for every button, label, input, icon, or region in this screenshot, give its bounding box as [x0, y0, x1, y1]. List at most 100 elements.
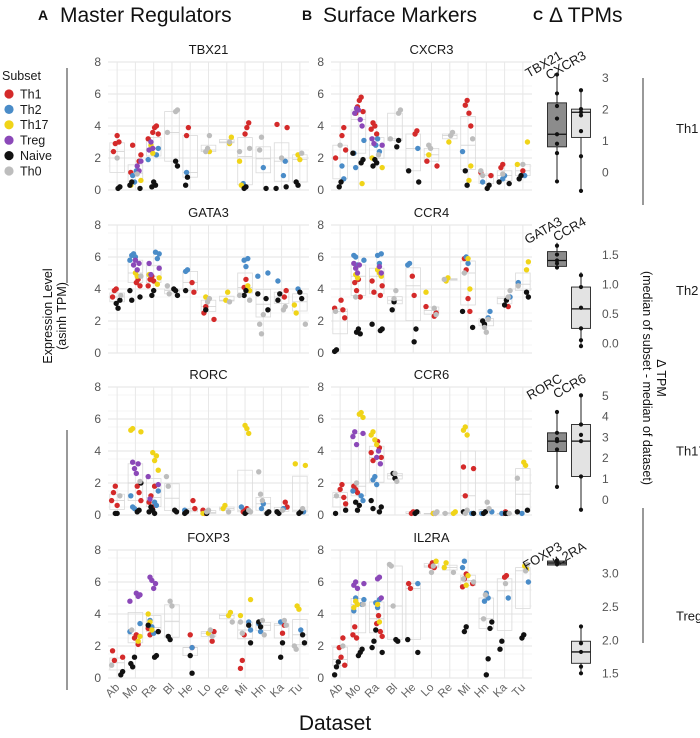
panel-cxcr3-point-th0-mi: [469, 136, 476, 142]
panel-cxcr3-point-th0-ab: [337, 142, 343, 148]
panel-il2ra-point-th0-mi: [470, 579, 477, 585]
panel-ccr4-point-th0-ab: [332, 308, 339, 315]
panel-cxcr3-dataset-box-mi: [460, 116, 476, 171]
panel-ccr4-point-th0-hn: [483, 329, 490, 335]
panel-il2ra-y-tick-label: 0: [317, 671, 324, 685]
panel-cxcr3-point-th1-ka: [500, 161, 506, 168]
panel-tbx21-y-tick-label: 8: [94, 55, 101, 69]
legend-label-th17: Th17: [20, 118, 49, 132]
panel-rorc-point-th1-mo: [134, 483, 140, 489]
box-group-th2-point-ccr4: [578, 273, 584, 278]
panel-il2ra-point-treg-ra: [376, 574, 383, 580]
panel-cxcr3-point-th17-mi: [466, 177, 472, 184]
panel-rorc-y-tick-label: 0: [94, 508, 101, 522]
panel-ccr4-y-tick-label: 0: [317, 346, 324, 360]
panel-il2ra-point-naive-ra: [369, 644, 375, 651]
panel-il2ra-point-th1-ra: [379, 633, 385, 640]
panel-foxp3-y-tick-label: 0: [94, 671, 101, 685]
panel-ccr6-point-th1-ra: [370, 457, 376, 464]
box-group-th2-point-gata3: [554, 243, 560, 248]
panel-foxp3-point-th17-tu: [296, 606, 302, 612]
panel-ccr6-point-naive-hn: [482, 509, 489, 515]
panel-il2ra-point-th0-re: [450, 569, 457, 576]
panel-foxp3-point-naive-mi: [246, 622, 252, 628]
panel-rorc-point-naive-mo: [136, 507, 142, 513]
panel-il2ra-point-naive-ka: [497, 646, 503, 652]
panel-rorc-point-naive-ab: [114, 510, 120, 517]
panel-tbx21-dataset-box-re: [219, 139, 235, 144]
box-group-treg-point-il2ra: [578, 624, 584, 629]
panel-foxp3-x-tick-label-he: He: [176, 682, 195, 701]
panel-ccr6-point-naive-mo: [352, 499, 359, 505]
panel-il2ra-point-th2-tu: [525, 579, 532, 585]
panel-rorc-point-th17-mo: [138, 429, 144, 435]
panel-foxp3-point-th0-ka: [281, 617, 288, 624]
panel-ccr4-point-naive-he: [411, 339, 417, 345]
panel-ccr6-dataset-box-ab: [332, 492, 348, 508]
panel-ccr6-point-th0-lo: [434, 509, 440, 515]
panel-cxcr3-point-naive-he: [405, 168, 412, 174]
panel-ccr4-point-th0-tu: [515, 283, 521, 289]
panel-cxcr3-point-naive-mi: [464, 182, 470, 188]
panel-ccr6: 0 2 4 6 8 CCR6: [317, 367, 532, 522]
panel-foxp3-point-naive-mo: [131, 654, 138, 660]
panel-rorc-point-th0-lo: [205, 507, 212, 513]
panel-cxcr3-point-th2-mo: [352, 164, 359, 171]
panel-rorc-point-th0-hn: [259, 497, 266, 504]
panel-tbx21-point-treg-ra: [148, 139, 154, 145]
panel-gata3-point-th17-tu: [293, 310, 299, 316]
box-group-treg-y-tick-label: 3.0: [602, 566, 619, 580]
panel-ccr4-point-th1-ra: [371, 289, 377, 295]
panel-tbx21-dataset-box-he: [182, 135, 198, 178]
panel-foxp3-point-th17-ra: [149, 627, 155, 633]
box-group-th2-point-ccr4: [578, 305, 584, 310]
panel-cxcr3-point-treg-ra: [379, 142, 385, 148]
panel-letter-c: C: [533, 7, 543, 23]
panel-il2ra-y-tick-label: 4: [317, 607, 324, 621]
panel-il2ra-point-naive-mi: [463, 624, 469, 630]
panel-cxcr3-point-th17-mi: [468, 163, 474, 169]
box-group-th1-y-tick-label: 0: [602, 165, 609, 179]
panel-il2ra-point-th17-ra: [374, 601, 381, 608]
panel-ccr4: 0 2 4 6 8 CCR4: [317, 205, 532, 360]
panel-tbx21-point-th1-ka: [284, 124, 290, 131]
panel-tbx21-dataset-box-bl: [164, 111, 180, 162]
panel-foxp3-point-treg-mo: [137, 592, 143, 598]
panel-cxcr3: 0 2 4 6 8 CXCR3: [317, 42, 532, 197]
panel-tbx21-point-th1-ab: [114, 132, 120, 139]
panel-rorc-point-naive-bl: [173, 509, 180, 515]
panel-cxcr3-point-th1-ra: [368, 126, 374, 132]
box-group-th17-y-tick-label: 1: [602, 472, 609, 486]
panel-ccr4-point-th1-ra: [369, 278, 375, 284]
panel-cxcr3-point-th17-mo: [359, 180, 365, 187]
panel-foxp3-point-th1-ab: [109, 648, 116, 654]
panel-rorc-y-tick-label: 8: [94, 380, 101, 394]
delta-tpm-boxplots: 0123TBX21CXCR3Th10.00.51.01.5GATA3CCR4Th…: [520, 48, 700, 681]
panel-tbx21: 0 2 4 6 8 TBX21: [94, 42, 309, 197]
panel-cxcr3-point-th0-tu: [520, 161, 526, 168]
panel-il2ra-point-th0-hn: [482, 592, 489, 598]
panel-ccr4-point-th1-mo: [357, 294, 363, 300]
panel-ccr4-dataset-box-ab: [332, 308, 348, 335]
panel-ccr4-point-naive-mo: [355, 326, 362, 332]
panel-tbx21-point-naive-ka: [283, 184, 289, 190]
box-group-th2-y-tick-label: 1.5: [602, 248, 619, 262]
panel-gata3-point-th2-mo: [127, 257, 133, 263]
panel-gata3-point-th2-he: [184, 267, 191, 273]
panel-tbx21-point-th0-tu: [298, 150, 305, 156]
panel-cxcr3-point-th2-ra: [374, 136, 381, 142]
panel-il2ra-point-th17-re: [441, 564, 447, 571]
panel-ccr6-point-th1-ra: [368, 449, 374, 456]
panel-ccr6-point-naive-ra: [368, 497, 374, 504]
y-axis-label-line2: (asinh TPM): [55, 282, 69, 350]
panel-ccr6-point-th1-mo: [354, 489, 361, 496]
box-group-th17-point-ccr6: [578, 507, 584, 512]
panel-ccr6-point-th17-ra: [373, 441, 380, 448]
panel-rorc-point-th17-mi: [244, 425, 250, 432]
panel-il2ra-point-th1-ab: [342, 662, 348, 668]
box-group-treg-point-il2ra: [578, 649, 584, 655]
panel-tbx21-point-th2-hn: [260, 164, 267, 171]
panel-cxcr3-point-treg-mo: [352, 110, 358, 116]
